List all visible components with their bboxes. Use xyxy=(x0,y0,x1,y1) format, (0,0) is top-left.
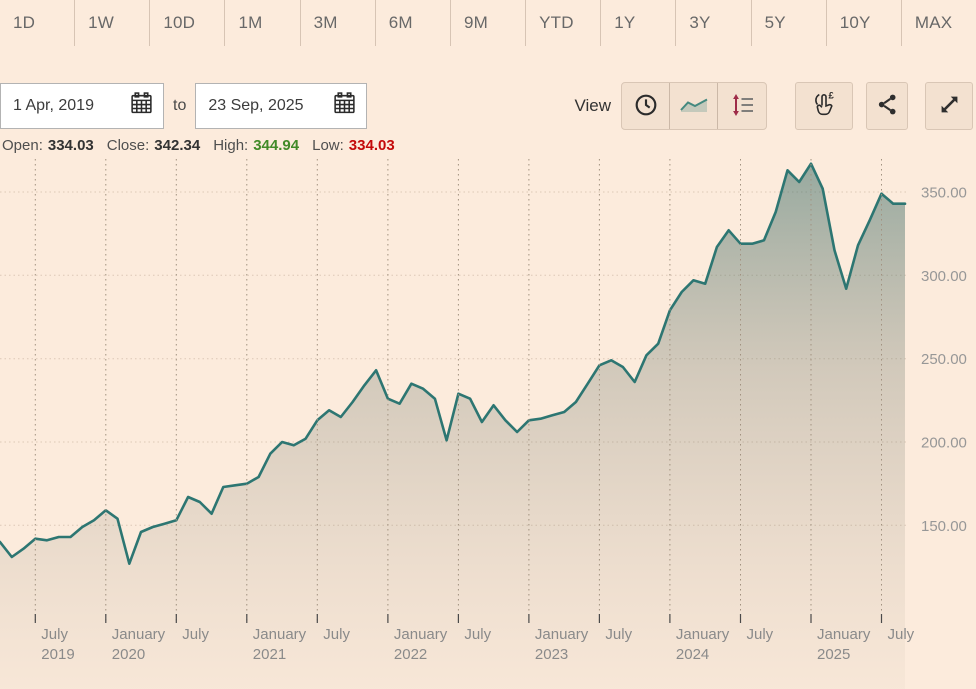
date-from-field[interactable]: 1 Apr, 2019 xyxy=(0,83,164,129)
price-chart-canvas[interactable]: July 2019 January 2020 July January 2021 July Ja… xyxy=(0,155,976,689)
stat-close: Close: 342.34 xyxy=(107,137,200,154)
share-button[interactable] xyxy=(866,82,908,130)
svg-text:2021: 2021 xyxy=(253,646,286,663)
calendar-icon[interactable] xyxy=(332,91,357,121)
svg-text:350.00: 350.00 xyxy=(921,185,967,202)
ohlc-stats: Open: 334.03 Close: 342.34 High: 344.94 … xyxy=(2,137,395,154)
date-from-value: 1 Apr, 2019 xyxy=(13,97,94,114)
high-label: High: xyxy=(213,137,249,154)
stat-low: Low: 334.03 xyxy=(312,137,395,154)
view-controls: View xyxy=(574,82,976,130)
svg-text:January: January xyxy=(676,626,730,643)
controls-row: 1 Apr, 2019 to xyxy=(0,82,976,130)
close-value: 342.34 xyxy=(154,137,201,154)
svg-text:250.00: 250.00 xyxy=(921,351,967,368)
svg-text:150.00: 150.00 xyxy=(921,518,967,535)
svg-text:300.00: 300.00 xyxy=(921,268,967,285)
svg-text:2022: 2022 xyxy=(394,646,427,663)
svg-text:200.00: 200.00 xyxy=(921,435,967,452)
low-value: 334.03 xyxy=(348,137,395,154)
stat-high: High: 344.94 xyxy=(213,137,299,154)
svg-text:July: July xyxy=(182,626,209,643)
svg-text:2020: 2020 xyxy=(112,646,145,663)
high-value: 344.94 xyxy=(253,137,300,154)
calendar-icon[interactable] xyxy=(129,91,154,121)
line-chart-view-icon xyxy=(678,93,710,120)
svg-text:January: January xyxy=(112,626,166,643)
clock-view-icon xyxy=(633,92,659,121)
svg-text:January: January xyxy=(535,626,589,643)
svg-text:July: July xyxy=(605,626,632,643)
svg-text:January: January xyxy=(817,626,871,643)
svg-text:July: July xyxy=(464,626,491,643)
range-button-max[interactable]: MAX xyxy=(914,13,953,32)
clock-view-button[interactable] xyxy=(622,83,670,129)
svg-text:January: January xyxy=(253,626,307,643)
svg-text:2023: 2023 xyxy=(535,646,568,663)
svg-text:July: July xyxy=(888,626,915,643)
range-button-ytd[interactable]: YTD xyxy=(526,0,602,46)
stat-open: Open: 334.03 xyxy=(2,137,94,154)
date-to-value: 23 Sep, 2025 xyxy=(208,97,304,114)
range-button-1y[interactable]: 1Y xyxy=(601,0,677,46)
open-label: Open: xyxy=(2,137,43,154)
svg-text:July: July xyxy=(323,626,350,643)
range-toolbar: 1D 1W 10D 1M 3M 6M 9M YTD 1Y 3Y 5Y 10Y MAX xyxy=(0,0,976,46)
line-chart-view-button[interactable] xyxy=(670,83,718,129)
range-button-10y[interactable]: 10Y xyxy=(827,0,902,46)
range-button-1w[interactable]: 1W xyxy=(75,0,151,46)
svg-text:January: January xyxy=(394,626,448,643)
range-button-6m[interactable]: 6M xyxy=(376,0,451,46)
svg-text:July: July xyxy=(747,626,774,643)
svg-text:July: July xyxy=(41,626,68,643)
fullscreen-button[interactable] xyxy=(925,82,973,130)
range-button-5y[interactable]: 5Y xyxy=(752,0,827,46)
range-button-9m[interactable]: 9M xyxy=(451,0,527,46)
svg-text:£: £ xyxy=(829,90,835,101)
price-scale-view-icon xyxy=(729,92,755,121)
view-mode-group xyxy=(621,82,767,130)
view-label: View xyxy=(574,96,611,115)
range-button-10d[interactable]: 10D xyxy=(150,0,226,46)
price-scale-view-button[interactable] xyxy=(718,83,766,129)
gesture-pound-button[interactable]: £ xyxy=(795,82,853,130)
low-label: Low: xyxy=(312,137,344,154)
range-button-1m[interactable]: 1M xyxy=(225,0,301,46)
close-label: Close: xyxy=(106,137,150,154)
range-button-1d[interactable]: 1D xyxy=(0,0,76,46)
svg-text:2019: 2019 xyxy=(41,646,74,663)
range-button-3m[interactable]: 3M xyxy=(301,0,376,46)
svg-text:2024: 2024 xyxy=(676,646,709,663)
range-button-3y[interactable]: 3Y xyxy=(676,0,752,46)
date-range-separator: to xyxy=(173,97,187,114)
gesture-pound-icon: £ xyxy=(809,90,839,123)
date-to-field[interactable]: 23 Sep, 2025 xyxy=(195,83,368,129)
open-value: 334.03 xyxy=(47,137,94,154)
svg-text:2025: 2025 xyxy=(817,646,850,663)
fullscreen-expand-icon xyxy=(937,92,962,120)
share-icon xyxy=(875,92,900,120)
